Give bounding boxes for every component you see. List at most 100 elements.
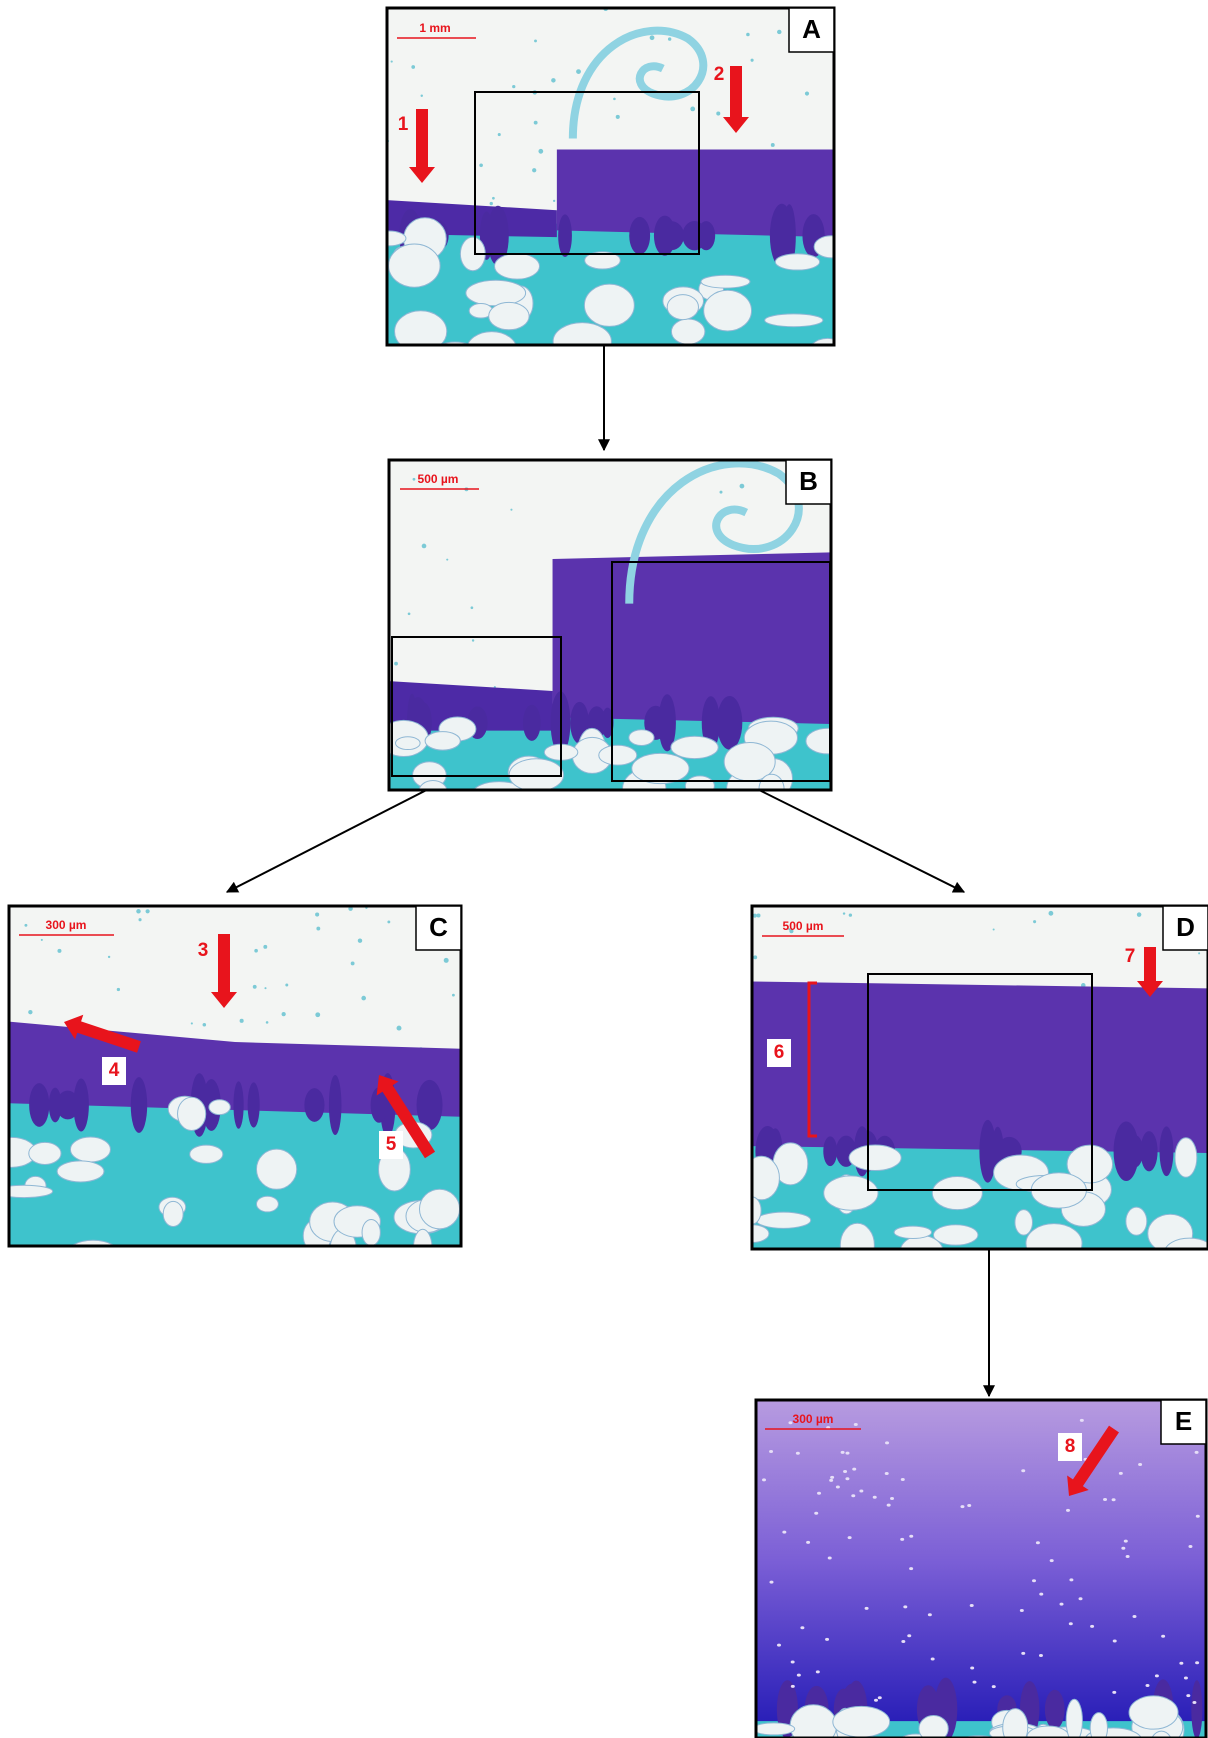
micrograph <box>748 1400 1208 1738</box>
chondrocyte <box>1155 1674 1159 1677</box>
chondrocyte <box>1145 1684 1149 1687</box>
scale-label: 500 µm <box>783 919 824 933</box>
marrow-space <box>932 1176 982 1209</box>
marrow-space <box>629 730 654 746</box>
scale-label: 300 µm <box>793 1412 834 1426</box>
cartilage-finger <box>654 216 676 256</box>
chondrocyte <box>1021 1469 1025 1472</box>
chondrocyte <box>828 1556 832 1559</box>
speck <box>746 33 750 37</box>
speck <box>843 912 845 914</box>
marrow-space <box>840 1223 874 1267</box>
panel: D500 µm67 <box>735 906 1208 1270</box>
figure: A1 mm12B500 µmC300 µm345D500 µm67E300 µm… <box>0 0 1208 1738</box>
chondrocyte <box>1138 1463 1142 1466</box>
speck <box>534 121 538 125</box>
speck <box>751 59 754 62</box>
panel-letter: B <box>799 466 818 496</box>
chondrocyte <box>865 1607 869 1610</box>
cartilage-finger <box>717 696 742 750</box>
marrow-space <box>467 332 517 368</box>
marrow-space <box>701 275 750 288</box>
marrow-space <box>584 284 634 326</box>
annotation-number: 3 <box>198 940 209 961</box>
speck <box>510 509 512 511</box>
speck <box>805 92 809 96</box>
chondrocyte <box>887 1504 891 1507</box>
speck <box>512 85 515 88</box>
annotation-number: 2 <box>714 64 725 85</box>
micrograph <box>379 460 850 811</box>
chondrocyte <box>829 1479 833 1482</box>
marrow-space <box>671 736 718 758</box>
speck <box>146 909 150 913</box>
marrow-space <box>806 728 850 754</box>
marrow-space <box>489 302 529 329</box>
chondrocyte <box>796 1452 800 1455</box>
chondrocyte <box>843 1470 847 1473</box>
cartilage <box>756 1400 1206 1721</box>
cartilage-finger <box>629 217 650 255</box>
annotation-number: 7 <box>1125 946 1136 967</box>
speck <box>361 996 366 1001</box>
marrow-space <box>1026 1224 1082 1263</box>
speck <box>316 927 320 931</box>
chondrocyte <box>1032 1579 1036 1582</box>
cartilage-finger <box>523 705 541 741</box>
cartilage-finger <box>774 215 793 256</box>
annotation-number: 5 <box>386 1134 397 1155</box>
marrow-space <box>765 314 823 327</box>
speck <box>1198 952 1200 954</box>
marrow-space <box>1090 1713 1107 1738</box>
speck <box>394 662 398 666</box>
marrow-space <box>362 1219 380 1245</box>
chondrocyte <box>1020 1609 1024 1612</box>
chondrocyte <box>901 1478 905 1481</box>
chondrocyte <box>1126 1555 1130 1558</box>
chondrocyte <box>762 1478 766 1481</box>
speck <box>690 107 695 112</box>
chondrocyte <box>1039 1593 1043 1596</box>
cartilage <box>752 981 1208 1152</box>
marrow-space <box>178 1097 206 1130</box>
chondrocyte <box>851 1494 855 1497</box>
chondrocyte <box>848 1536 852 1539</box>
speck <box>452 994 455 997</box>
speck <box>387 920 390 923</box>
speck <box>777 30 781 34</box>
marrow-space <box>833 1706 890 1737</box>
chondrocyte <box>1112 1498 1116 1501</box>
chondrocyte <box>909 1567 913 1570</box>
chondrocyte <box>907 1634 911 1637</box>
speck <box>532 168 536 172</box>
speck <box>771 143 775 147</box>
marrow-space <box>29 1142 61 1164</box>
panel: E300 µm8 <box>748 1400 1208 1738</box>
speck <box>411 65 415 69</box>
chondrocyte <box>797 1674 801 1677</box>
speck <box>253 985 257 989</box>
marrow-space <box>838 1248 858 1268</box>
panel: B500 µm <box>379 460 850 811</box>
scale-label: 1 mm <box>419 21 450 35</box>
chondrocyte <box>931 1657 935 1660</box>
marrow-space <box>1175 1138 1197 1178</box>
cartilage-finger <box>233 1081 243 1129</box>
chondrocyte <box>814 1512 818 1515</box>
marrow-space <box>553 323 611 361</box>
cartilage-finger <box>329 1075 342 1135</box>
chondrocyte <box>816 1670 820 1673</box>
marrow-space <box>1015 1210 1033 1235</box>
speck <box>139 918 142 921</box>
marrow-space <box>894 1226 932 1238</box>
panel-letter: D <box>1176 912 1195 942</box>
connector-arrow <box>227 776 454 892</box>
speck <box>391 60 393 62</box>
speck <box>553 200 555 202</box>
chondrocyte <box>817 1492 821 1495</box>
annotation-number: 4 <box>109 1060 120 1081</box>
speck <box>444 958 449 963</box>
chondrocyte <box>973 1681 977 1684</box>
marrow-space <box>919 1716 948 1738</box>
